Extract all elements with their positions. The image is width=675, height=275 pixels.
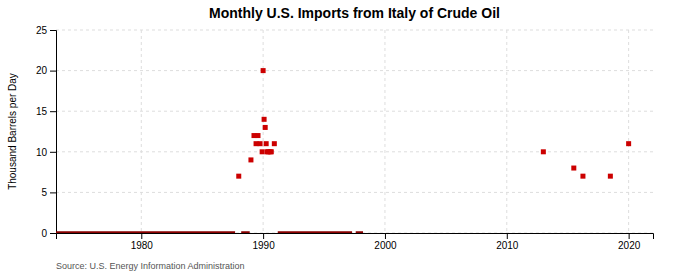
x-tick: 2020 [618,233,641,251]
y-tick-mark [50,233,56,234]
grid-line-x [628,30,629,233]
point [260,149,265,154]
point [541,149,546,154]
title: Monthly U.S. Imports from Italy of Crude… [209,5,500,21]
y-tick: 15 [36,106,56,117]
grid-line-y [56,151,653,152]
point [236,174,241,179]
x-tick-mark [385,233,386,239]
grid-line-x [506,30,507,233]
x-tick-label: 2020 [618,240,641,251]
y-tick-mark [50,111,56,112]
point [248,157,253,162]
y-axis-line [50,31,57,234]
point [626,141,631,146]
x-tick: 2000 [374,233,397,251]
grid-line-x [263,30,264,233]
grid-line-x [384,30,385,233]
grid [56,30,653,233]
y-tick-mark [50,152,56,153]
x-tick-label: 1990 [252,240,275,251]
y-tick-label: 25 [36,25,48,36]
x-axis-line [57,234,654,240]
points [236,68,631,179]
point [580,174,585,179]
y-tick-label: 20 [36,65,48,76]
y-tick: 10 [36,147,56,158]
x-tick-label: 2000 [374,240,397,251]
y-tick-label: 10 [36,147,48,158]
x-tick-mark [141,233,142,239]
grid-line-y [56,30,653,31]
chart: 1980 1990 2000 2010 2020 0 5 10 15 20 25 Monthly U.… [0,0,675,275]
y-tick: 0 [41,228,56,239]
point [262,117,267,122]
point [269,149,274,154]
point [261,68,266,73]
y-tick-label: 0 [41,228,47,239]
grid-line-y [56,70,653,71]
x-tick-label: 2010 [496,240,519,251]
point [272,141,277,146]
y-tick-label: 5 [41,187,47,198]
x-tick-mark [629,233,630,239]
grid-line-y [56,192,653,193]
y-tick-mark [50,30,56,31]
x-tick: 2010 [496,233,519,251]
x-tick-mark [263,233,264,239]
zero-line [56,231,363,233]
x-tick-label: 1980 [131,240,154,251]
point [256,133,261,138]
point [263,125,268,130]
grid-line-y [56,111,653,112]
marks [56,68,631,233]
y-axis-title: Thousand Barrels per Day [7,73,18,190]
y-tick-label: 15 [36,106,48,117]
y-tick: 20 [36,65,56,76]
x-axis: 1980 1990 2000 2010 2020 [57,233,654,251]
y-tick-mark [50,192,56,193]
point [264,141,269,146]
source-note: Source: U.S. Energy Information Administ… [56,261,245,271]
y-tick: 5 [41,187,56,198]
point [571,166,576,171]
x-tick-mark [507,233,508,239]
x-tick: 1990 [252,233,275,251]
y-axis: 0 5 10 15 20 25 [36,25,57,239]
y-tick: 25 [36,25,56,36]
point [258,141,263,146]
grid-line-x [141,30,142,233]
point [608,174,613,179]
x-tick: 1980 [131,233,154,251]
plot-area: 1980 1990 2000 2010 2020 0 5 10 15 20 25 [36,25,654,251]
y-tick-mark [50,71,56,72]
